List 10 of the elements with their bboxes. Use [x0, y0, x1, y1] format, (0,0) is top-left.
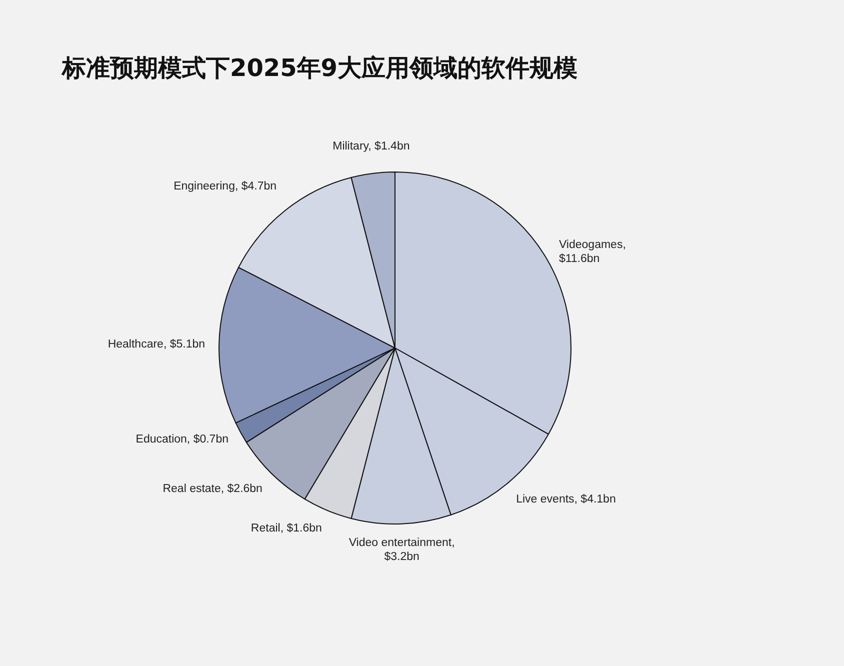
slice-label: Videogames, $11.6bn	[558, 239, 626, 266]
slice-label: Real estate, $2.6bn	[162, 483, 262, 496]
slice-label: Military, $1.4bn	[332, 140, 410, 152]
chart-title: 标准预期模式下2025年9大应用领域的软件规模	[61, 54, 578, 82]
slice-label: Education, $0.7bn	[136, 434, 228, 446]
slice-label: Live events, $4.1bn	[516, 493, 616, 506]
slice-label: Healthcare, $5.1bn	[108, 338, 206, 351]
slice-label: Retail, $1.6bn	[250, 522, 322, 534]
slice-label: Engineering, $4.7bn	[174, 180, 277, 192]
slice-label: Video entertainment, $3.2bn	[348, 536, 455, 563]
